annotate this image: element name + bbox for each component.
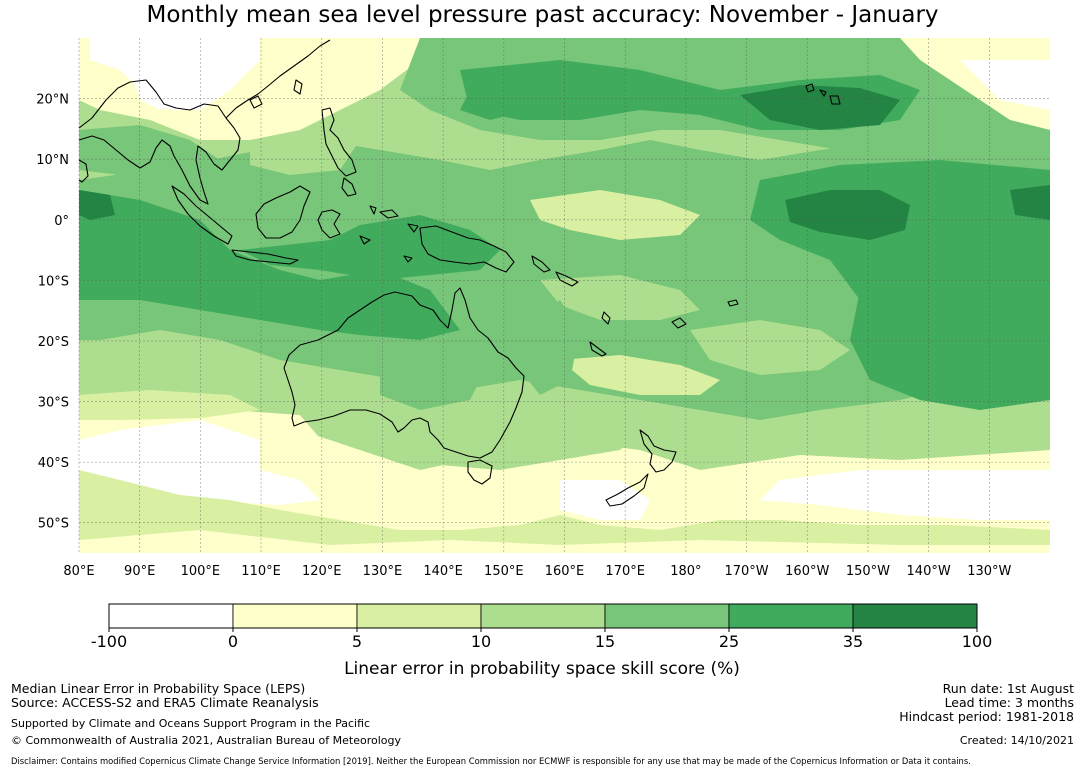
solomon-islands-coastline [531,255,551,273]
colorbar-tick-label: -100 [91,632,127,651]
taiwan-coastline [293,79,303,95]
skill-map: 20°N 10°N 0° 10°S 20°S 30°S 40°S 50°S 80°E 90°E 1… [36,38,1050,579]
latitude-tick-label: 50°S [38,517,69,532]
footer-created: Created: 14/10/2021 [959,734,1074,747]
map-area: 20°N 10°N 0° 10°S 20°S 30°S 40°S 50°S 80°E 90°E 1… [36,38,1050,579]
footer-hindcast: Hindcast period: 1981-2018 [899,709,1074,724]
footer-lead-time: Lead time: 3 months [944,695,1074,710]
colorbar-swatch [728,603,854,629]
latitude-labels: 20°N 10°N 0° 10°S 20°S 30°S 40°S 50°S [36,93,69,532]
sulawesi-coastline [317,209,341,239]
new-guinea-coastline [419,225,515,273]
colorbar-tick-label: 10 [471,632,491,651]
longitude-tick-label: 160°E [545,564,585,579]
tasmania-coastline [467,459,493,485]
footer-disclaimer: Disclaimer: Contains modified Copernicus… [11,756,971,766]
gridlines [78,38,1050,553]
latitude-tick-label: 20°N [36,93,69,108]
longitude-tick-label: 130°E [363,564,403,579]
australia-coastline [283,287,525,459]
borneo-coastline [255,185,311,239]
footer-source: Source: ACCESS-S2 and ERA5 Climate Reana… [11,695,319,710]
colorbar-swatch [852,603,978,629]
map-title: Monthly mean sea level pressure past acc… [146,2,939,28]
colorbar-swatch [356,603,482,629]
footer-method: Median Linear Error in Probability Space… [11,681,306,696]
latitude-tick-label: 0° [54,214,69,229]
china-coastline [225,39,331,119]
footer-copyright: © Commonwealth of Australia 2021, Austra… [11,734,401,747]
mainland-asia-coastline [78,79,241,205]
colorbar-frame [108,603,978,629]
footer-support: Supported by Climate and Oceans Support … [11,717,371,730]
colorbar-swatch [604,603,730,629]
longitude-tick-label: 150°W [846,564,890,579]
latitude-tick-label: 30°S [38,396,69,411]
colorbar-tick-label: 25 [719,632,739,651]
colorbar-graphic: -100 0 5 10 15 25 35 100 Linear error in probab… [91,603,992,679]
sri-lanka-coastline [78,159,89,183]
longitude-tick-label: 140°W [907,564,951,579]
longitude-tick-label: 90°E [124,564,155,579]
colorbar-label: Linear error in probability space skill … [344,659,740,679]
longitude-tick-label: 140°E [423,564,463,579]
new-caledonia-coastline [589,341,607,357]
colorbar-tick-label: 0 [228,632,238,651]
longitude-tick-label: 110°E [241,564,281,579]
footer-run-date: Run date: 1st August [942,681,1074,696]
longitude-tick-label: 130°W [967,564,1011,579]
latitude-tick-label: 10°S [38,274,69,289]
longitude-tick-label: 170°W [724,564,768,579]
java-coastline [231,249,299,265]
colorbar-swatch [480,603,606,629]
philippines-coastline [321,107,357,177]
longitude-tick-label: 170°E [605,564,645,579]
new-zealand-south-coastline [605,473,649,507]
colorbar-tick-label: 15 [595,632,615,651]
longitude-labels: 80°E 90°E 100°E 110°E 120°E 130°E 140°E 150°E 16… [63,564,1011,579]
longitude-tick-label: 120°E [302,564,342,579]
colorbar-ticks: -100 0 5 10 15 25 35 100 [91,628,992,651]
longitude-tick-label: 160°W [785,564,829,579]
latitude-tick-label: 20°S [38,335,69,350]
new-zealand-north-coastline [639,429,677,473]
vanuatu-coastline [601,311,611,325]
hainan-coastline [249,95,263,109]
sumatra-coastline [171,185,233,245]
colorbar-tick-label: 5 [352,632,362,651]
longitude-tick-label: 100°E [181,564,221,579]
latitude-tick-label: 10°N [36,153,69,168]
colorbar-swatch [108,603,234,629]
longitude-tick-label: 180° [670,564,701,579]
colorbar-swatch [232,603,358,629]
colorbar: -100 0 5 10 15 25 35 100 Linear error in probab… [0,596,1085,686]
longitude-tick-label: 150°E [484,564,524,579]
longitude-tick-label: 80°E [63,564,94,579]
colorbar-swatches [108,603,978,629]
colorbar-tick-label: 100 [962,632,993,651]
colorbar-tick-label: 35 [843,632,863,651]
latitude-tick-label: 40°S [38,456,69,471]
